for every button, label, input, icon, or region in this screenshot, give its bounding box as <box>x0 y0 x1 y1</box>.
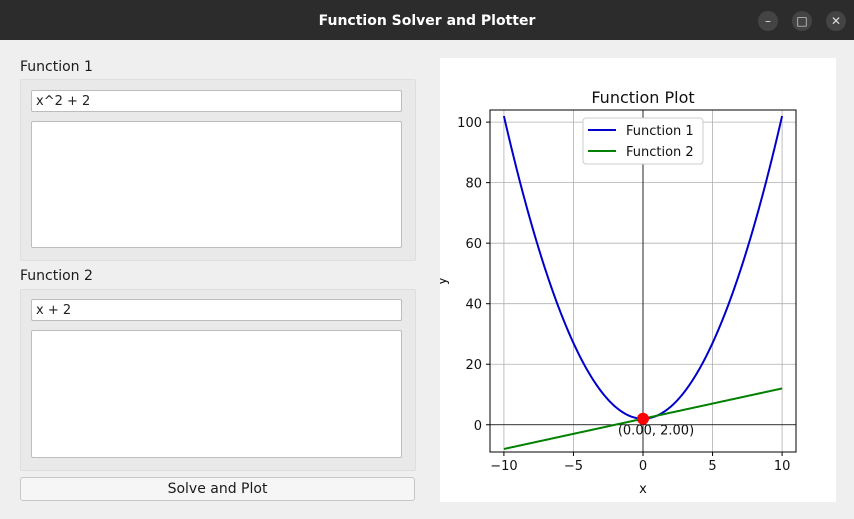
legend-label: Function 1 <box>626 124 694 139</box>
window-title: Function Solver and Plotter <box>318 13 536 29</box>
plot-panel: (0.00, 2.00) −10 −5 0 5 10 0 20 40 60 80 100 Functio… <box>440 58 836 502</box>
intersection-label: (0.00, 2.00) <box>618 424 694 439</box>
x-axis-label: x <box>639 482 647 497</box>
y-tick-label: 80 <box>465 177 482 192</box>
chart-title: Function Plot <box>591 88 694 107</box>
maximize-button[interactable]: □ <box>792 11 812 31</box>
y-tick-label: 60 <box>465 237 482 252</box>
x-tick-label: −10 <box>490 459 517 474</box>
x-tick-label: −5 <box>564 459 583 474</box>
x-tick-label: 5 <box>708 459 716 474</box>
function2-label: Function 2 <box>20 268 93 284</box>
y-tick-label: 40 <box>465 298 482 313</box>
y-tick-label: 100 <box>457 116 482 131</box>
close-button[interactable]: ✕ <box>826 11 846 31</box>
title-bar: Function Solver and Plotter – □ ✕ <box>0 0 854 40</box>
legend: Function 1 Function 2 <box>582 117 704 165</box>
function1-label: Function 1 <box>20 59 93 75</box>
function2-input[interactable]: x + 2 <box>31 299 402 321</box>
function-plot: (0.00, 2.00)−10 −5 0 5 10020406080100Functio… <box>440 88 797 497</box>
function2-output[interactable] <box>31 330 402 458</box>
y-axis-label: y <box>440 277 450 285</box>
x-tick-label: 10 <box>774 459 791 474</box>
x-tick-label: 0 <box>639 459 647 474</box>
solve-and-plot-button[interactable]: Solve and Plot <box>20 477 415 501</box>
function1-input[interactable]: x^2 + 2 <box>31 90 402 112</box>
legend-label: Function 2 <box>626 145 694 160</box>
y-tick-label: 20 <box>465 358 482 373</box>
y-tick-label: 0 <box>474 419 482 434</box>
minimize-button[interactable]: – <box>758 11 778 31</box>
function1-output[interactable] <box>31 121 402 248</box>
intersection-point <box>637 412 649 425</box>
